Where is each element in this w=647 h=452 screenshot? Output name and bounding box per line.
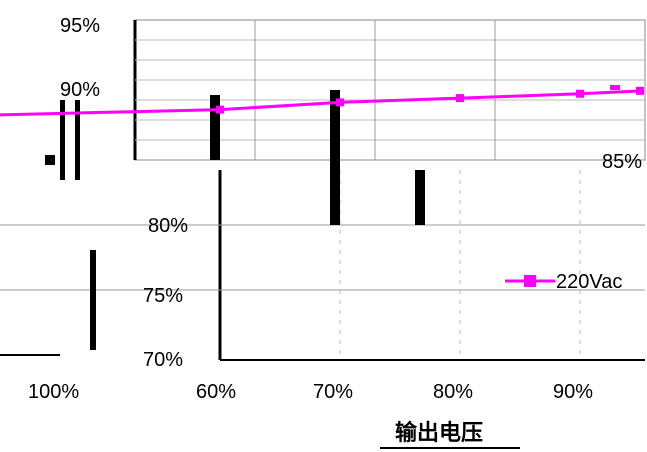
x-tick-70: 70% [313,381,353,403]
x-tick-90: 90% [553,381,593,403]
legend: 220Vac [505,271,622,293]
series-layer [0,86,644,117]
plot-frame-upper [133,19,646,161]
series-point-0-1 [216,105,224,114]
y-tick-75: 75% [143,285,183,307]
plot-frame-lower [0,170,645,361]
y-tick-95: 95% [60,15,100,37]
series-line-0 [0,89,641,117]
x-tick-80: 80% [433,381,473,403]
x-tick-60: 60% [196,381,236,403]
y-tick-85: 85% [602,151,642,173]
series-point-0-5 [636,86,644,95]
x-tick-100: 100% [28,381,79,403]
series-point-0-2 [336,98,344,107]
grid-lower [0,170,645,360]
x-axis-label: 输出电压 [395,420,483,445]
legend-label-220vac: 220Vac [556,271,622,293]
y-tick-90: 90% [60,79,100,101]
y-tick-70: 70% [143,349,183,371]
series-point-0-4 [576,89,584,98]
scan-artifacts [45,85,620,350]
y-tick-80: 80% [148,215,188,237]
legend-marker-220vac [524,275,536,287]
series-point-0-3 [456,94,464,103]
